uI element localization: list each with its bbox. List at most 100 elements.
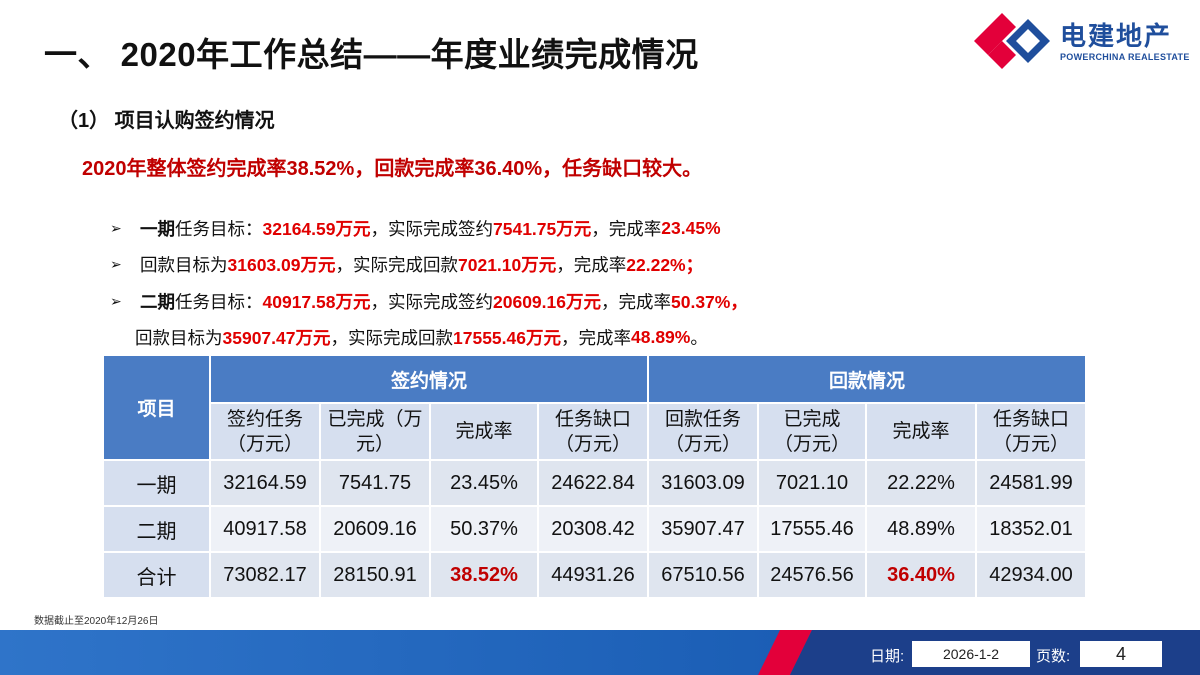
table-cell: 22.22%	[867, 461, 977, 507]
bullet-text-segment: 20609.16万元	[493, 291, 601, 312]
table-column-header: 完成率	[867, 404, 977, 461]
table-column-header: 任务缺口 （万元）	[539, 404, 649, 461]
column-header-line: 已完成（万	[327, 408, 423, 430]
table-row: 合计 73082.17 28150.91 38.52% 44931.26 67510.56…	[104, 553, 1087, 599]
bullet-text-segment: 50.37%，	[671, 291, 748, 312]
bullet-text-segment: ，完成率	[591, 218, 662, 239]
table-row: 一期 32164.59 7541.75 23.45% 24622.84 31603.09 7…	[104, 461, 1087, 507]
bullet-text-segment: 二期	[140, 291, 175, 312]
bullet-text-segment: 回款目标为	[140, 255, 228, 276]
logo-name: 电建地产	[1060, 21, 1173, 51]
table-cell: 48.89%	[867, 507, 977, 553]
bullet-text-segment: ，完成率	[601, 291, 671, 312]
table-cell: 42934.00	[977, 553, 1087, 599]
summary-text: 2020年整体签约完成率38.52%，回款完成率36.40%，任务缺口较大。	[82, 158, 703, 180]
arrow-bullet-icon: ➢	[110, 256, 122, 273]
table-cell: 20308.42	[539, 507, 649, 553]
table-row: 二期 40917.58 20609.16 50.37% 20308.42 35907.47…	[104, 507, 1087, 553]
table-cell: 28150.91	[321, 553, 431, 599]
table-cell: 24581.99	[977, 461, 1087, 507]
table-cell: 35907.47	[649, 507, 759, 553]
row-label: 二期	[104, 507, 211, 553]
bullet-text-segment: 22.22%；	[626, 255, 704, 276]
footer-page-label: 页数:	[1036, 648, 1071, 665]
table-cell: 40917.58	[211, 507, 321, 553]
footer-page-number: 4	[1080, 641, 1162, 667]
table-cell: 23.45%	[431, 461, 539, 507]
bullet-text-segment: 17555.46万元	[453, 328, 561, 349]
table-header-signing: 签约情况	[211, 356, 649, 404]
table-cell: 50.37%	[431, 507, 539, 553]
column-header-line: 已完成	[783, 408, 841, 430]
table-column-header: 已完成 （万元）	[759, 404, 867, 461]
bullet-item: ➢ 回款目标为 31603.09万元 ，实际完成回款 7021.10万元 ，完成率 22.2…	[110, 247, 748, 284]
table-column-header: 签约任务 （万元）	[211, 404, 321, 461]
table-cell: 44931.26	[539, 553, 649, 599]
table-header-payment: 回款情况	[649, 356, 1087, 404]
table-header-project: 项目	[104, 356, 211, 461]
table-cell: 31603.09	[649, 461, 759, 507]
column-header-line: （万元）	[664, 433, 741, 455]
bullet-text-segment: ，实际完成签约	[370, 291, 494, 312]
table-column-header: 任务缺口 （万元）	[977, 404, 1087, 461]
table-cell: 20609.16	[321, 507, 431, 553]
column-header-line: （万元）	[226, 433, 303, 455]
arrow-bullet-icon: ➢	[110, 219, 122, 236]
table-cell: 67510.56	[649, 553, 759, 599]
column-header-line: 完成率	[455, 421, 513, 442]
column-header-line: 元）	[355, 433, 394, 455]
table-cell: 17555.46	[759, 507, 867, 553]
table-cell: 73082.17	[211, 553, 321, 599]
footer-date-label: 日期:	[870, 648, 905, 665]
table-cell: 32164.59	[211, 461, 321, 507]
column-header-line: 任务缺口	[554, 408, 631, 430]
bullet-text-segment: ，实际完成回款	[330, 328, 454, 349]
logo-subtitle: POWERCHINA REALESTATE	[1060, 52, 1190, 62]
page-title: 一、 2020年工作总结——年度业绩完成情况	[44, 36, 699, 73]
bullet-item: ➢ 一期 任务目标： 32164.59万元 ，实际完成签约 7541.75万元 ，完成率 23…	[110, 210, 748, 247]
bullet-text-segment: ，实际完成回款	[335, 255, 459, 276]
table-column-header: 回款任务 （万元）	[649, 404, 759, 461]
bullet-text-segment: 23.45%	[661, 217, 721, 238]
bullet-text-segment: ，完成率	[556, 255, 627, 276]
bullet-text-segment: 。	[690, 328, 708, 349]
bullet-text-segment: ，实际完成签约	[370, 218, 494, 239]
bullet-text-segment: 任务目标：	[175, 291, 263, 312]
column-header-line: 回款任务	[664, 408, 741, 430]
bullet-text-segment: 40917.58万元	[262, 291, 371, 312]
column-header-line: 完成率	[892, 421, 950, 442]
table-column-header: 已完成（万元）	[321, 404, 431, 461]
bullet-item: 回款目标为 35907.47万元 ，实际完成回款 17555.46万元 ，完成率 48.8…	[110, 320, 748, 357]
arrow-bullet-icon: ➢	[110, 292, 122, 309]
table-cell: 7021.10	[759, 461, 867, 507]
performance-table: 项目 签约情况 回款情况 签约任务 （万元） 已完成（万 元） 完成率 任务缺口 （万元）回…	[104, 356, 1087, 599]
bullet-text-segment: 7021.10万元	[458, 255, 557, 276]
bullet-text-segment: 32164.59万元	[262, 218, 371, 239]
company-logo: 电建地产 POWERCHINA REALESTATE	[972, 10, 1189, 72]
bullet-text-segment: 35907.47万元	[222, 328, 331, 349]
column-header-line: 任务缺口	[992, 408, 1069, 430]
table-cell: 7541.75	[321, 461, 431, 507]
section-subtitle: （1） 项目认购签约情况	[58, 110, 275, 132]
table-column-header: 完成率	[431, 404, 539, 461]
bullet-text-segment: 任务目标：	[175, 218, 263, 239]
table-cell: 18352.01	[977, 507, 1087, 553]
data-cutoff-note: 数据截止至2020年12月26日	[34, 616, 159, 627]
bullet-text-segment: ，完成率	[561, 328, 631, 349]
bullet-text-segment: 7541.75万元	[493, 218, 592, 239]
bullet-text-segment: 31603.09万元	[227, 255, 336, 276]
column-header-line: （万元）	[554, 433, 631, 455]
footer-date-value: 2026-1-2	[912, 641, 1030, 667]
column-header-line: （万元）	[773, 433, 850, 455]
column-header-line: （万元）	[992, 433, 1069, 455]
row-label: 一期	[104, 461, 211, 507]
column-header-line: 签约任务	[226, 408, 303, 430]
logo-mark-icon	[974, 13, 1050, 69]
bullet-text-segment: 回款目标为	[135, 328, 223, 349]
bullet-text-segment: 48.89%	[631, 327, 691, 348]
table-cell: 38.52%	[431, 553, 539, 599]
bullet-text-segment: 一期	[140, 218, 175, 239]
row-label: 合计	[104, 553, 211, 599]
bullet-item: ➢ 二期 任务目标： 40917.58万元 ，实际完成签约 20609.16万元 ，完成率 5…	[110, 283, 748, 320]
table-cell: 24622.84	[539, 461, 649, 507]
